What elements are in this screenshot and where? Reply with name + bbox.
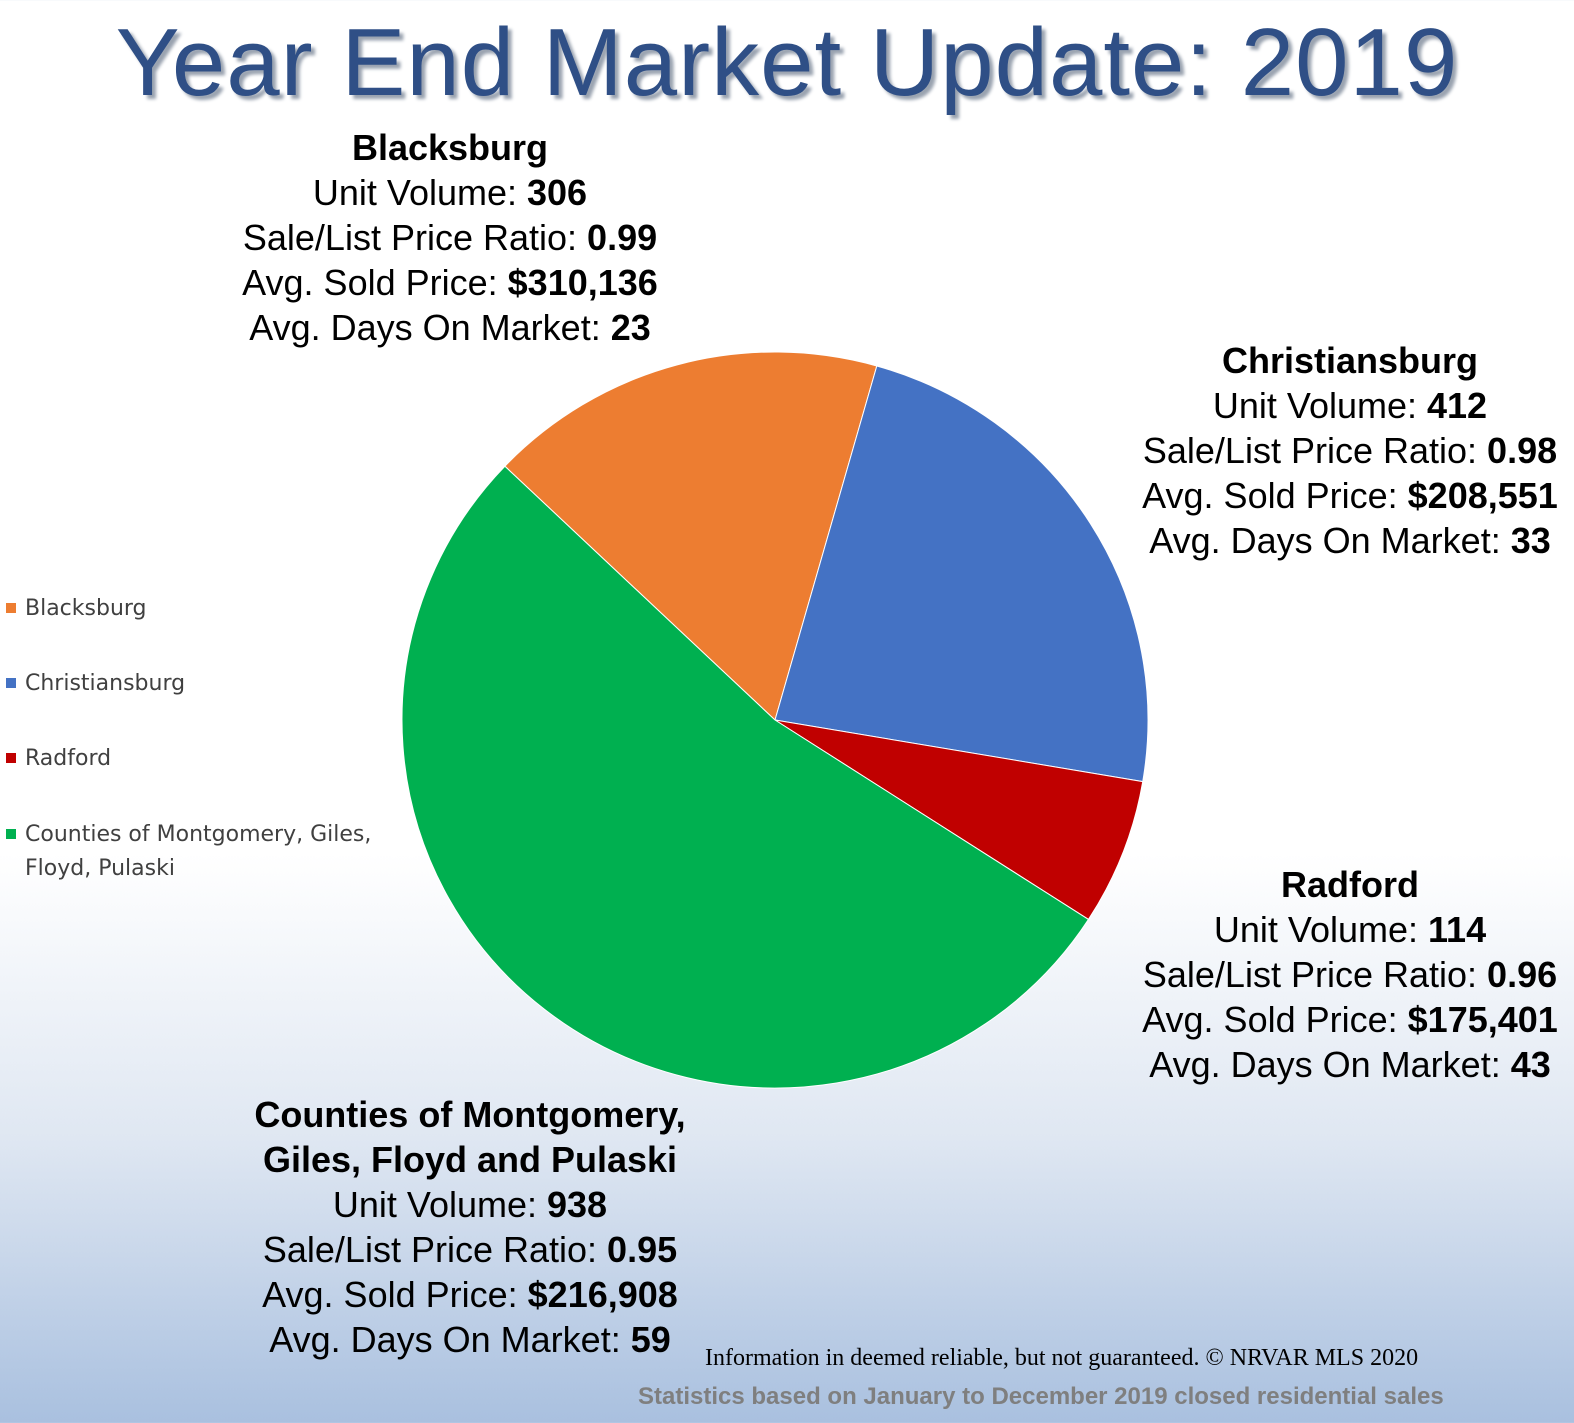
annotation-name-line-1: Counties of Montgomery, <box>254 1094 686 1135</box>
annotation-christiansburg: Christiansburg Unit Volume: 412 Sale/Lis… <box>1120 338 1574 563</box>
pie-slice-radford <box>774 719 1144 921</box>
dom-line: Avg. Days On Market: 59 <box>269 1319 671 1360</box>
annotation-name: Christiansburg <box>1221 340 1479 381</box>
pie-slice-counties <box>401 465 1090 1089</box>
unit-volume-line: Unit Volume: 306 <box>312 172 588 213</box>
legend-label: Blacksburg <box>25 596 147 621</box>
legend-item-blacksburg: Blacksburg <box>6 592 405 626</box>
unit-volume-line: Unit Volume: 938 <box>332 1184 608 1225</box>
pie-slice-blacksburg <box>504 351 878 721</box>
legend-item-radford: Radford <box>6 742 405 776</box>
annotation-name: Blacksburg <box>351 127 549 168</box>
annotation-blacksburg: Blacksburg Unit Volume: 306 Sale/List Pr… <box>200 125 700 350</box>
legend-swatch <box>6 829 16 839</box>
price-line: Avg. Sold Price: $175,401 <box>1142 999 1558 1040</box>
ratio-line: Sale/List Price Ratio: 0.96 <box>1142 954 1558 995</box>
ratio-line: Sale/List Price Ratio: 0.98 <box>1142 430 1558 471</box>
unit-volume-line: Unit Volume: 114 <box>1213 909 1487 950</box>
dom-line: Avg. Days On Market: 23 <box>249 307 651 348</box>
pie-slice-christiansburg <box>774 365 1149 783</box>
ratio-line: Sale/List Price Ratio: 0.95 <box>262 1229 678 1270</box>
price-line: Avg. Sold Price: $310,136 <box>242 262 658 303</box>
annotation-counties: Counties of Montgomery, Giles, Floyd and… <box>190 1092 750 1362</box>
ratio-line: Sale/List Price Ratio: 0.99 <box>242 217 658 258</box>
price-line: Avg. Sold Price: $216,908 <box>262 1274 678 1315</box>
annotation-radford: Radford Unit Volume: 114 Sale/List Price… <box>1120 862 1574 1087</box>
chart-title: Year End Market Update: 2019 <box>115 9 1459 116</box>
dom-line: Avg. Days On Market: 43 <box>1149 1044 1551 1085</box>
dom-line: Avg. Days On Market: 33 <box>1149 520 1551 561</box>
legend-swatch <box>6 678 16 688</box>
legend-label: Radford <box>25 746 112 771</box>
legend-label: Counties of Montgomery, Giles, Floyd, Pu… <box>25 822 372 881</box>
price-line: Avg. Sold Price: $208,551 <box>1142 475 1558 516</box>
annotation-name: Radford <box>1281 864 1419 905</box>
legend-item-counties: Counties of Montgomery, Giles, Floyd, Pu… <box>6 818 405 886</box>
legend-swatch <box>6 603 16 613</box>
stats-note: Statistics based on January to December … <box>638 1383 1444 1410</box>
legend-label: Christiansburg <box>25 671 186 696</box>
annotation-name-line-2: Giles, Floyd and Pulaski <box>262 1139 678 1180</box>
legend-item-christiansburg: Christiansburg <box>6 667 405 701</box>
disclaimer: Information in deemed reliable, but not … <box>705 1345 1419 1371</box>
legend-swatch <box>6 753 16 763</box>
unit-volume-line: Unit Volume: 412 <box>1212 385 1488 426</box>
